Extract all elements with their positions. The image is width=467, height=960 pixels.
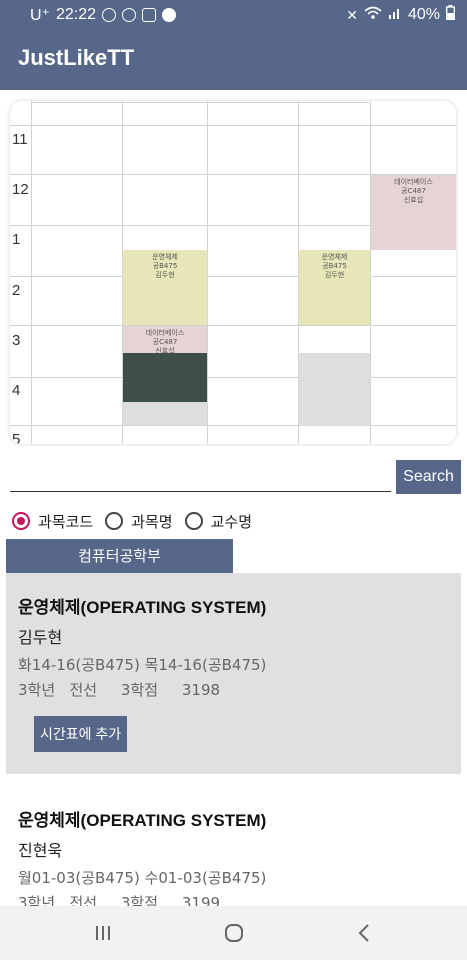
grid-line: [31, 101, 32, 444]
timetable-preview-slot: [123, 402, 207, 425]
filter-label: 과목코드: [38, 512, 94, 531]
tab-department[interactable]: 컴퓨터공학부: [6, 539, 233, 573]
usb-icon: [102, 8, 117, 22]
back-icon[interactable]: [354, 922, 376, 944]
radio-selected-icon[interactable]: [12, 512, 30, 530]
filter-label: 과목명: [131, 512, 173, 531]
add-to-timetable-button[interactable]: 시간표에 추가: [34, 716, 128, 752]
block-professor: 신효섭: [403, 196, 424, 204]
timetable-block-os-tue[interactable]: 운영체제 공B475 김두현: [123, 250, 207, 325]
app-bar: JustLikeTT: [0, 30, 467, 90]
recent-apps-icon[interactable]: [92, 922, 114, 944]
grid-line: [122, 101, 123, 444]
search-button[interactable]: Search: [396, 460, 461, 494]
course-name: 운영체제(OPERATING SYSTEM): [18, 598, 267, 617]
grid-line: [10, 425, 456, 426]
carrier-label: U⁺: [30, 7, 50, 24]
gallery-icon: [142, 8, 157, 22]
timetable-block-os-thu[interactable]: 운영체제 공B475 김두현: [299, 250, 370, 325]
wifi-icon: [364, 6, 382, 25]
grid-line: [207, 101, 208, 444]
battery-icon: [445, 5, 455, 25]
block-course: 데이터베이스: [145, 329, 185, 337]
timetable-preview-slot: [299, 353, 370, 426]
home-icon[interactable]: [223, 922, 245, 944]
grid-line: [10, 276, 456, 277]
grid-line: [298, 101, 299, 444]
block-room: 공B475: [152, 262, 178, 270]
hour-label: 1: [12, 231, 21, 248]
search-input[interactable]: [10, 462, 395, 492]
block-course: 데이터베이스: [394, 178, 433, 186]
course-professor: 진현욱: [18, 841, 63, 860]
signal-icon: [388, 6, 402, 25]
filter-course-name[interactable]: 과목명: [105, 511, 173, 532]
hour-label: 2: [12, 282, 21, 299]
grid-line: [10, 377, 456, 378]
wear-icon: [162, 8, 177, 22]
course-item-selected[interactable]: 운영체제(OPERATING SYSTEM) 김두현 화14-16(공B475)…: [6, 573, 461, 774]
hour-label: 3: [12, 332, 21, 349]
grid-line: [10, 125, 456, 126]
course-item[interactable]: 운영체제(OPERATING SYSTEM) 진현욱 월01-03(공B475)…: [6, 786, 461, 912]
timetable-preview-conflict: [123, 353, 207, 402]
filter-label: 교수명: [210, 512, 253, 531]
filter-course-code[interactable]: 과목코드: [12, 511, 93, 532]
block-professor: 김두현: [324, 271, 345, 279]
course-meta: 3학년 전선 3학점 3198: [18, 681, 221, 699]
course-schedule: 월01-03(공B475) 수01-03(공B475): [18, 869, 267, 887]
filter-professor-name[interactable]: 교수명: [184, 511, 253, 532]
grid-line: [10, 225, 456, 226]
block-room: 공C487: [152, 338, 178, 346]
timetable[interactable]: 11 12 1 2 3 4 5 데이터베이스 공C487 신효섭 운영체제 공B…: [10, 101, 456, 444]
grid-line: [370, 101, 371, 444]
timetable-block-database-fri[interactable]: 데이터베이스 공C487 신효섭: [371, 175, 456, 250]
grid-line: [32, 102, 369, 103]
block-course: 운영체제: [152, 253, 178, 261]
block-professor: 신효섭: [155, 347, 175, 355]
hour-label: 12: [12, 181, 29, 198]
status-bar: U⁺ 22:22 ✕ 40%: [0, 0, 467, 30]
timetable-grid: 11 12 1 2 3 4 5 데이터베이스 공C487 신효섭 운영체제 공B…: [10, 101, 456, 444]
hour-label: 4: [12, 382, 21, 399]
system-nav-bar: [0, 906, 467, 960]
grid-line: [10, 174, 456, 175]
hour-label: 11: [12, 131, 28, 148]
block-room: 공C487: [401, 187, 426, 195]
battery-level: 40%: [407, 6, 440, 23]
block-course: 운영체제: [321, 253, 348, 261]
radio-unselected-icon[interactable]: [184, 512, 203, 530]
hour-label: 5: [12, 431, 21, 444]
course-professor: 김두현: [18, 628, 63, 647]
sync-icon: [122, 8, 137, 22]
grid-line: [10, 325, 456, 326]
mute-icon: ✕: [346, 6, 358, 23]
course-name: 운영체제(OPERATING SYSTEM): [18, 811, 267, 830]
timetable-block-database-tue[interactable]: 데이터베이스 공C487 신효섭: [123, 326, 207, 355]
search-underline: [10, 491, 391, 492]
block-professor: 김두현: [155, 271, 175, 279]
course-schedule: 화14-16(공B475) 목14-16(공B475): [18, 656, 267, 674]
app-title: JustLikeTT: [18, 45, 135, 70]
clock: 22:22: [56, 6, 97, 23]
radio-unselected-icon[interactable]: [105, 512, 124, 530]
block-room: 공B475: [322, 262, 347, 270]
search-filter-group: 과목코드 과목명 교수명: [12, 509, 264, 533]
